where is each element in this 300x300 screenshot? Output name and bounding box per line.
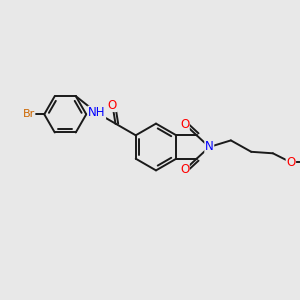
Text: O: O (180, 118, 189, 130)
Text: N: N (205, 140, 214, 154)
Text: O: O (108, 98, 117, 112)
Text: NH: NH (88, 106, 106, 119)
Text: Br: Br (22, 109, 35, 119)
Text: O: O (286, 156, 296, 169)
Text: O: O (180, 164, 189, 176)
